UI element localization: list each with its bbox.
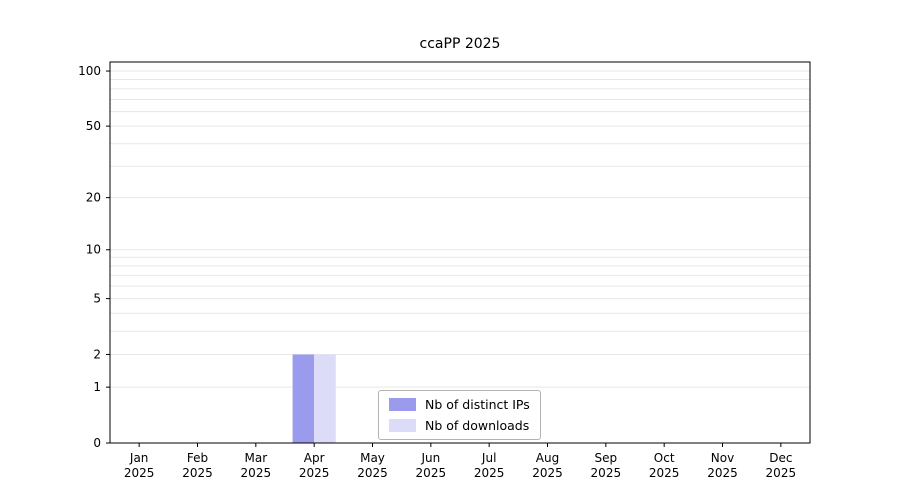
x-tick-label-year: 2025	[532, 466, 563, 480]
x-tick-label-month: Apr	[304, 451, 325, 465]
x-tick-label-month: Aug	[536, 451, 559, 465]
x-tick-label-year: 2025	[299, 466, 330, 480]
x-tick-label-year: 2025	[182, 466, 213, 480]
chart-title: ccaPP 2025	[419, 36, 501, 52]
x-tick-label-month: May	[360, 451, 385, 465]
legend-swatch-distinct-ips	[389, 398, 416, 411]
y-tick-label: 20	[86, 191, 101, 205]
x-tick-label-month: Jun	[420, 451, 440, 465]
x-tick-label-year: 2025	[124, 466, 155, 480]
x-tick-label-year: 2025	[357, 466, 388, 480]
x-tick-label-year: 2025	[241, 466, 272, 480]
x-tick-label-month: Mar	[245, 451, 268, 465]
legend-label-downloads: Nb of downloads	[425, 418, 530, 433]
x-tick-label-year: 2025	[416, 466, 447, 480]
legend-item-downloads: Nb of downloads	[389, 418, 530, 433]
y-tick-label: 0	[93, 436, 101, 450]
y-tick-label: 5	[93, 292, 101, 306]
y-tick-label: 10	[86, 243, 101, 257]
x-tick-label-month: Jul	[481, 451, 496, 465]
legend-label-distinct-ips: Nb of distinct IPs	[425, 397, 530, 412]
y-tick-label: 50	[86, 119, 101, 133]
x-tick-label-month: Jan	[129, 451, 149, 465]
x-tick-label-month: Oct	[654, 451, 675, 465]
legend: Nb of distinct IPs Nb of downloads	[378, 390, 541, 440]
legend-item-distinct-ips: Nb of distinct IPs	[389, 397, 530, 412]
x-tick-label-month: Dec	[769, 451, 792, 465]
x-tick-label-year: 2025	[474, 466, 505, 480]
x-tick-label-year: 2025	[707, 466, 738, 480]
x-tick-label-month: Feb	[187, 451, 208, 465]
y-tick-label: 1	[93, 380, 101, 394]
x-tick-label-year: 2025	[649, 466, 680, 480]
x-tick-label-month: Nov	[711, 451, 734, 465]
y-tick-label: 2	[93, 347, 101, 361]
x-tick-label-year: 2025	[591, 466, 622, 480]
bar-nb-of-downloads-apr	[314, 354, 336, 443]
y-tick-label: 100	[78, 64, 101, 78]
legend-swatch-downloads	[389, 419, 416, 432]
plot-border	[109, 61, 811, 444]
bar-nb-of-distinct-ips-apr	[292, 354, 315, 443]
x-tick-label-month: Sep	[595, 451, 618, 465]
x-tick-label-year: 2025	[766, 466, 797, 480]
